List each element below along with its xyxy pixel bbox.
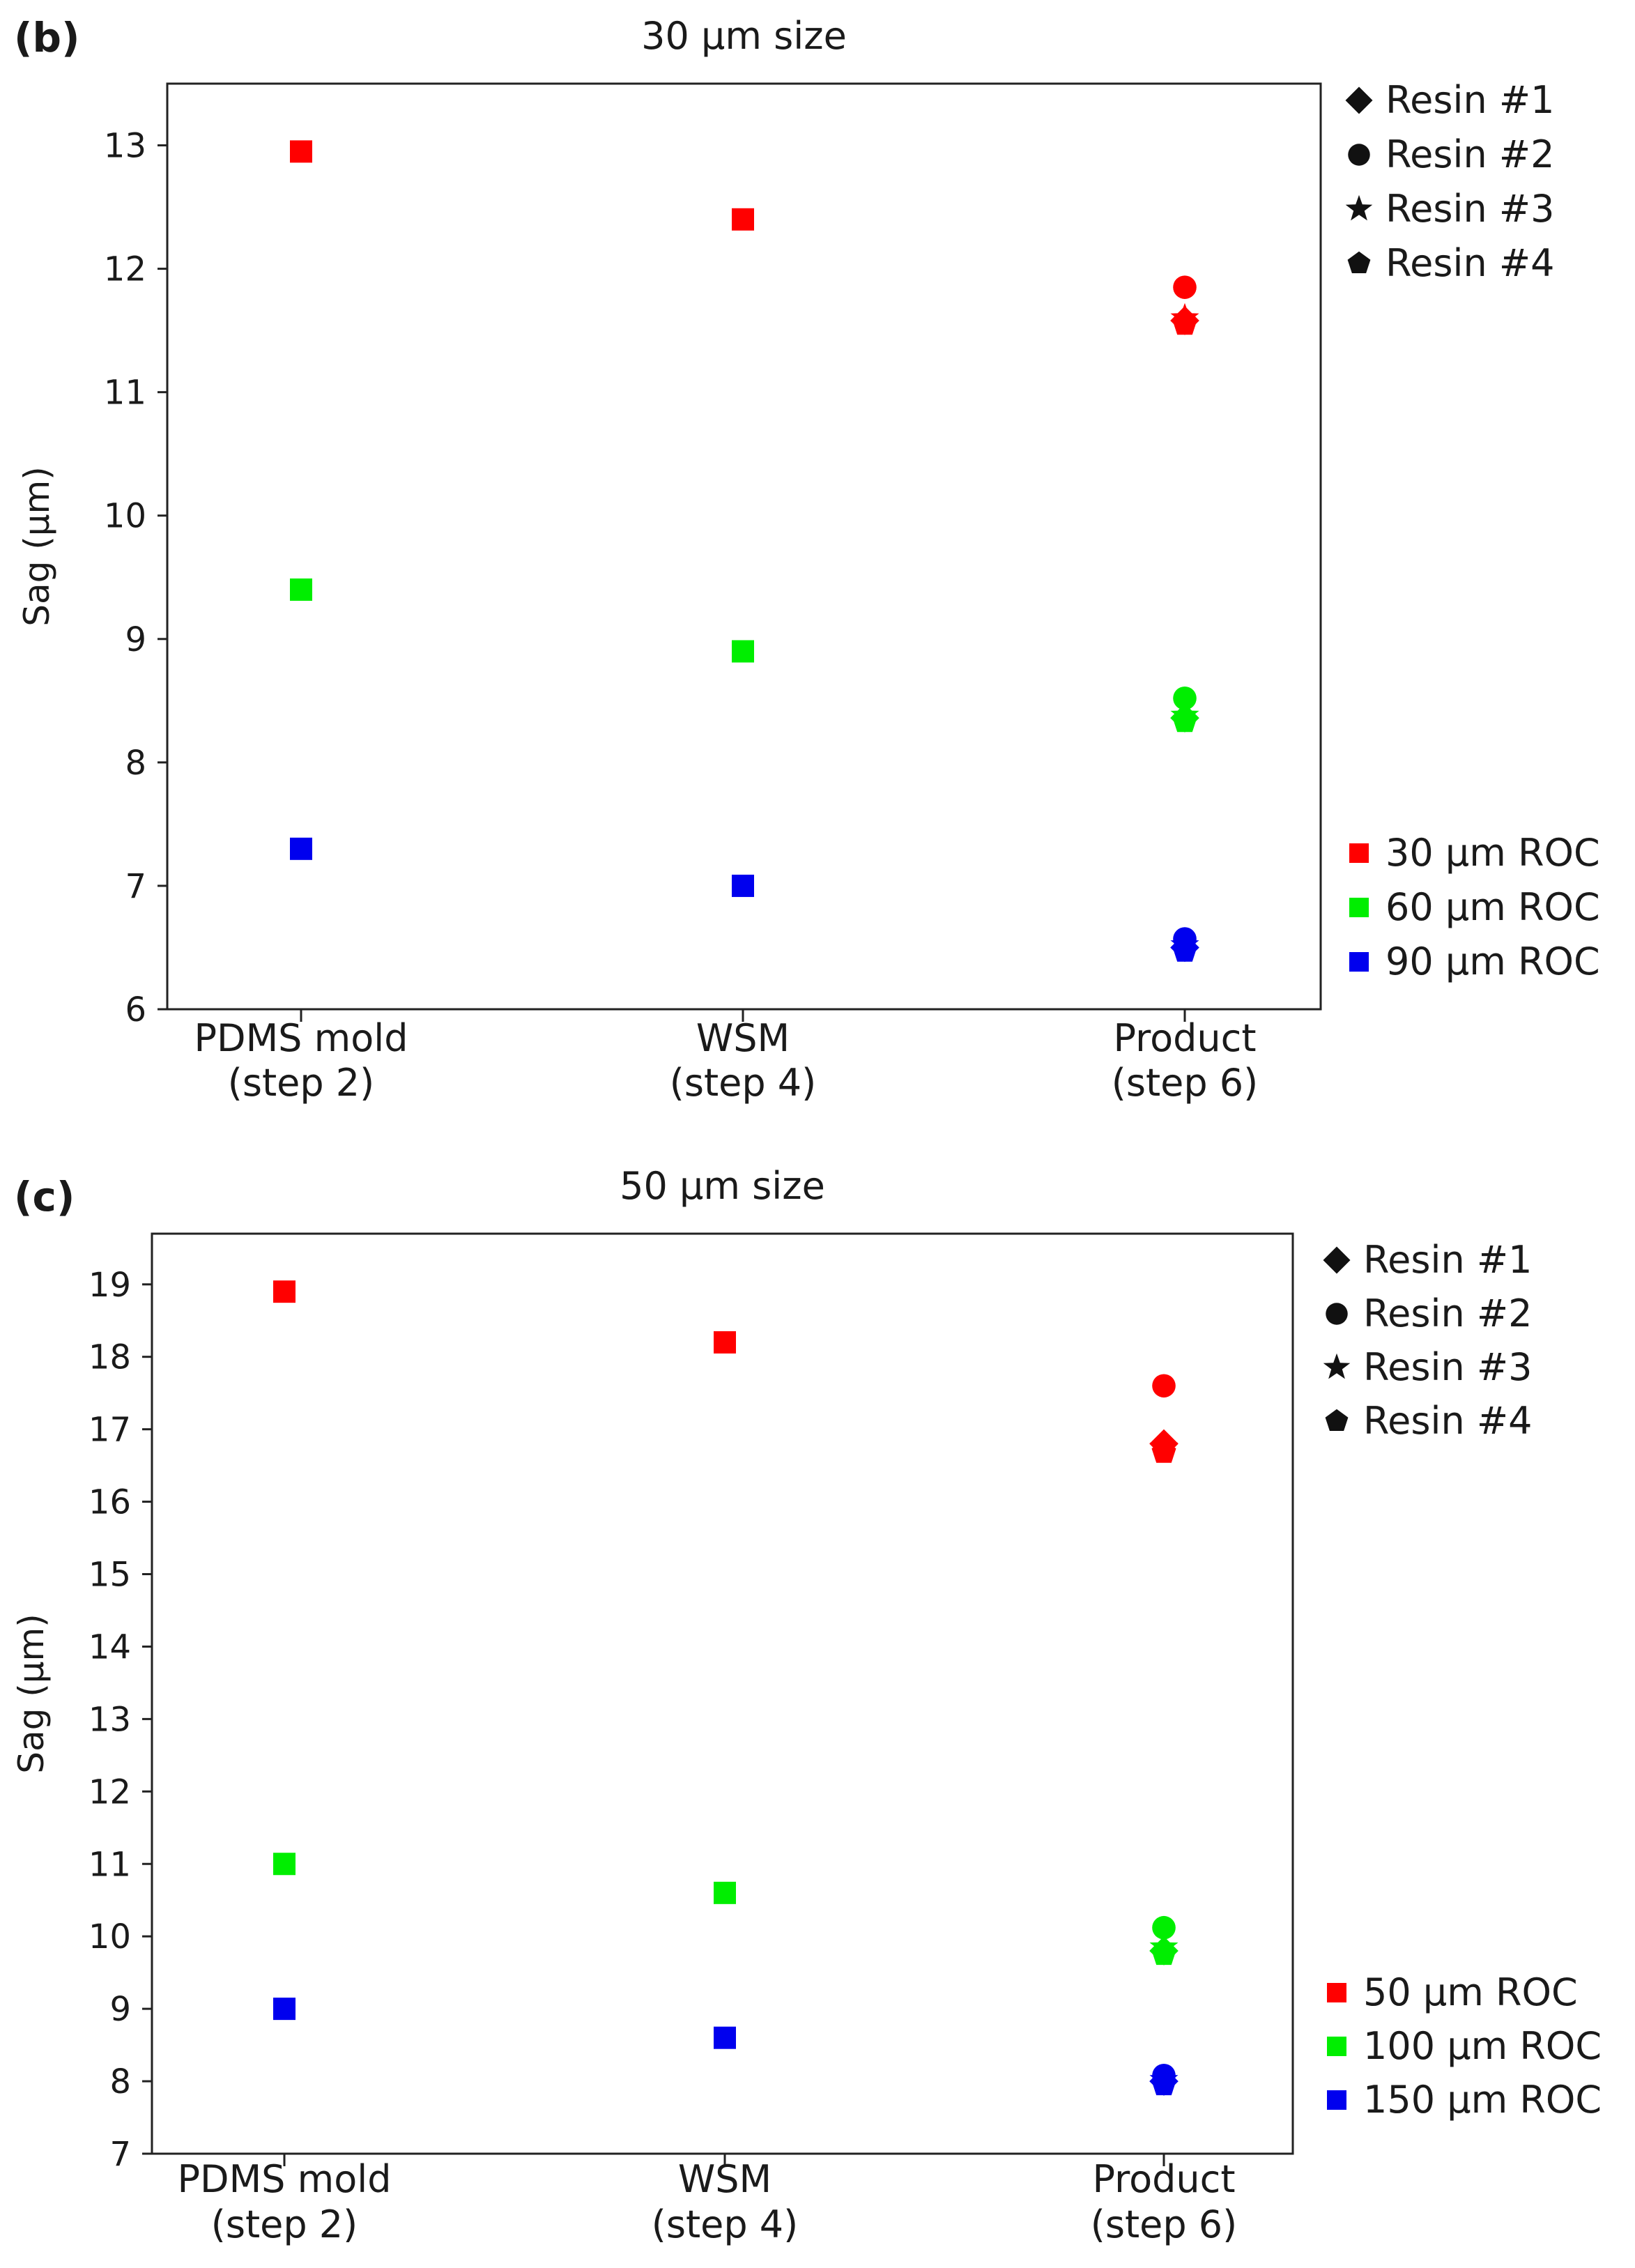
y-axis-label: Sag (μm) [11,1614,52,1774]
y-tick-label: 8 [125,744,146,783]
x-tick-label-step: (step 6) [1112,1061,1258,1105]
legend-resin-label: Resin #1 [1385,78,1554,122]
x-tick-label-step: (step 4) [652,2202,798,2246]
y-tick-label: 13 [104,127,146,166]
y-tick-label: 17 [89,1411,131,1450]
y-tick-label: 15 [89,1556,131,1595]
legend-color-swatch [1327,2090,1346,2110]
legend-color-swatch [1349,952,1369,972]
y-tick-label: 10 [89,1917,131,1956]
legend-roc-label: 100 μm ROC [1363,2024,1602,2068]
y-tick-label: 6 [125,990,146,1029]
legend-color-swatch [1327,2037,1346,2056]
x-tick-label-step: (step 6) [1091,2202,1237,2246]
legend-resin-label: Resin #2 [1363,1292,1532,1335]
data-point [1172,311,1197,335]
data-point [714,1331,736,1354]
data-point [1151,1439,1176,1463]
panel-label: (b) [14,14,80,61]
data-point [290,578,312,601]
data-point [273,1853,295,1876]
legend-color-swatch [1327,1983,1346,2002]
y-tick-label: 18 [89,1338,131,1377]
legend-marker-star [1323,1353,1351,1379]
legend-marker-pentagon [1325,1409,1349,1431]
y-tick-label: 10 [104,497,146,536]
legend-resin-label: Resin #2 [1385,132,1554,176]
x-tick-label: PDMS mold [194,1016,408,1060]
data-point [273,1998,295,2021]
data-point [714,2026,736,2049]
chart-panel-b: (b) 30 μm size 6 7 8 9 10 11 12 13 Sag (μm) PDMS mo… [14,14,1600,1105]
panel-label: (c) [14,1173,75,1220]
y-tick-label: 9 [125,620,146,659]
legend-roc-label: 150 μm ROC [1363,2078,1602,2122]
x-tick-label-step: (step 4) [670,1061,816,1105]
data-point [290,837,312,860]
data-point [1152,1374,1176,1398]
y-tick-label: 12 [104,250,146,289]
y-tick-label: 11 [104,374,146,413]
y-tick-label: 11 [89,1845,131,1884]
legend-resin-label: Resin #3 [1385,187,1554,231]
legend-marker-pentagon [1347,251,1371,273]
legend-marker-star [1345,194,1373,221]
legend-color-swatch [1349,843,1369,863]
x-tick-label: Product [1092,2157,1235,2201]
chart-title: 30 μm size [641,14,847,58]
legend-marker-diamond [1345,86,1373,114]
data-point [714,1881,736,1904]
data-point [1172,709,1197,733]
x-tick-label-step: (step 2) [228,1061,374,1105]
data-point [732,208,754,231]
y-tick-label: 12 [89,1772,131,1811]
data-point [1173,275,1197,299]
x-tick-label: WSM [696,1016,790,1060]
y-tick-label: 13 [89,1700,131,1739]
legend-roc-label: 30 μm ROC [1385,831,1600,875]
data-point [1151,2071,1176,2096]
y-tick-label: 7 [109,2135,131,2174]
data-point [273,1280,295,1303]
x-tick-label-step: (step 2) [211,2202,358,2246]
legend-resin-label: Resin #1 [1363,1238,1532,1282]
data-point [732,640,754,663]
y-axis-label: Sag (μm) [17,466,57,627]
y-tick-label: 19 [89,1266,131,1305]
y-tick-label: 9 [109,1990,131,2029]
y-tick-label: 8 [109,2062,131,2101]
legend-marker-diamond [1323,1246,1351,1274]
legend-resin-label: Resin #4 [1385,241,1554,285]
data-point [1172,938,1197,962]
legend-marker-circle [1326,1303,1348,1325]
y-tick-label: 16 [89,1483,131,1522]
x-tick-label: PDMS mold [177,2157,391,2201]
data-point [1151,1941,1176,1966]
y-tick-label: 14 [89,1627,131,1666]
legend-resin-label: Resin #3 [1363,1345,1532,1389]
legend-roc-label: 50 μm ROC [1363,1970,1578,2014]
chart-title: 50 μm size [620,1164,825,1208]
legend-resin-label: Resin #4 [1363,1399,1532,1443]
y-tick-label: 7 [125,867,146,906]
x-tick-label: WSM [678,2157,772,2201]
x-tick-label: Product [1113,1016,1256,1060]
data-point [1173,686,1197,710]
data-point [290,140,312,163]
data-point [1152,1915,1176,1940]
legend-marker-circle [1348,144,1370,166]
legend-color-swatch [1349,898,1369,917]
plot-frame [151,1232,1294,2155]
legend-roc-label: 90 μm ROC [1385,940,1600,983]
data-point [732,874,754,897]
legend-roc-label: 60 μm ROC [1385,885,1600,929]
chart-panel-c: (c) 50 μm size 7 8 9 10 11 12 13 14 15 16 17 18 19 Sag … [11,1164,1602,2246]
